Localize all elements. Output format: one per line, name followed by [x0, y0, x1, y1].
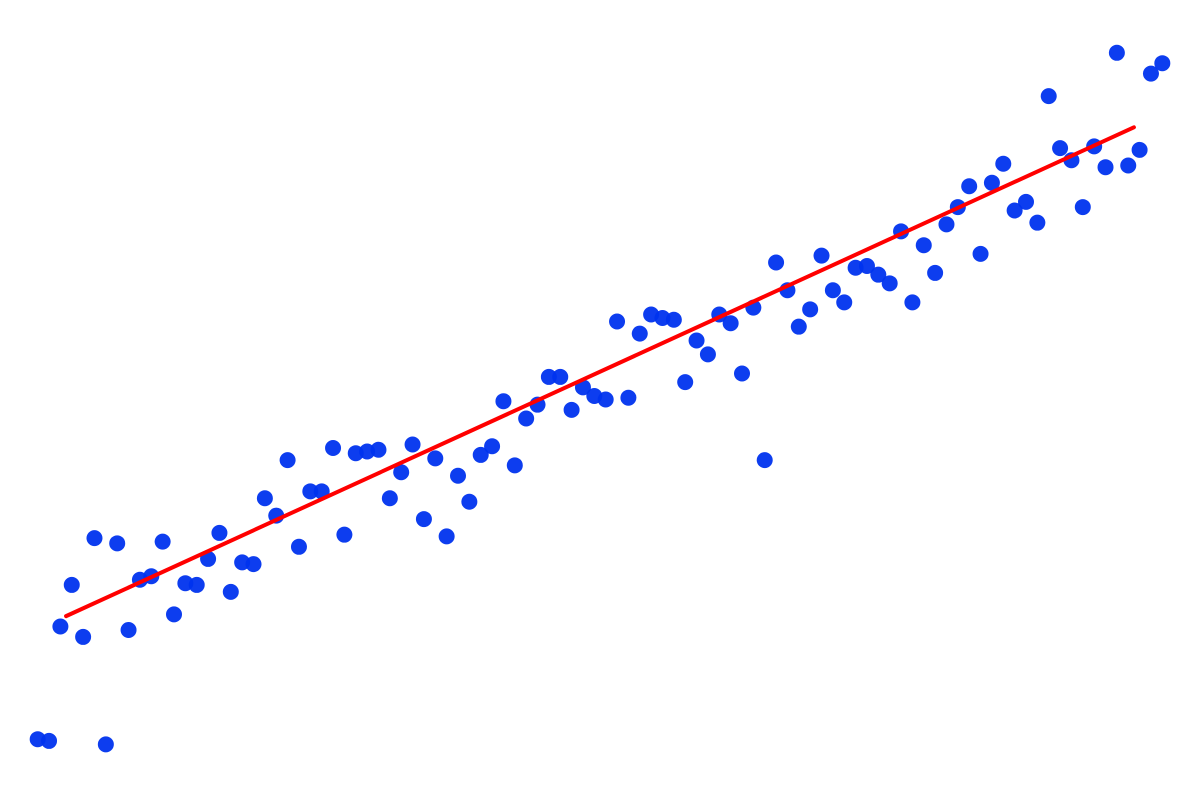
data-point	[825, 282, 841, 298]
data-point	[666, 312, 682, 328]
data-point	[1029, 215, 1045, 231]
data-point	[916, 237, 932, 253]
data-point	[189, 577, 205, 593]
data-point	[518, 411, 534, 427]
data-point	[973, 246, 989, 262]
data-point	[52, 619, 68, 635]
data-point	[41, 733, 57, 749]
data-point	[689, 333, 705, 349]
data-point	[211, 525, 227, 541]
data-point	[257, 490, 273, 506]
data-point	[1098, 159, 1114, 175]
data-point	[507, 457, 523, 473]
data-point	[121, 622, 137, 638]
data-point	[814, 248, 830, 264]
data-point	[336, 527, 352, 543]
data-point	[677, 374, 693, 390]
data-point	[564, 402, 580, 418]
data-point	[700, 346, 716, 362]
data-point	[802, 301, 818, 317]
data-point	[495, 393, 511, 409]
data-point	[1075, 199, 1091, 215]
data-point	[109, 535, 125, 551]
data-point	[382, 490, 398, 506]
regression-line	[66, 127, 1134, 616]
data-point	[734, 365, 750, 381]
data-point	[223, 584, 239, 600]
data-point	[632, 326, 648, 342]
data-point	[836, 294, 852, 310]
data-point	[439, 528, 455, 544]
data-point	[552, 369, 568, 385]
data-point	[450, 468, 466, 484]
data-point	[325, 440, 341, 456]
data-point	[416, 511, 432, 527]
data-point	[155, 534, 171, 550]
data-point	[620, 390, 636, 406]
data-point	[1132, 142, 1148, 158]
data-point	[904, 294, 920, 310]
data-point	[280, 452, 296, 468]
data-point	[938, 216, 954, 232]
data-point	[64, 577, 80, 593]
scatter-chart	[0, 0, 1200, 792]
data-point	[75, 629, 91, 645]
data-point	[995, 156, 1011, 172]
data-point	[1109, 45, 1125, 61]
data-point	[166, 606, 182, 622]
data-point	[723, 315, 739, 331]
data-point	[768, 255, 784, 271]
data-point	[1154, 55, 1170, 71]
data-point	[927, 265, 943, 281]
data-point	[86, 530, 102, 546]
data-point	[98, 736, 114, 752]
data-point	[1052, 140, 1068, 156]
data-point	[461, 494, 477, 510]
data-point	[961, 178, 977, 194]
data-point	[427, 450, 443, 466]
data-point	[291, 539, 307, 555]
data-point	[1041, 88, 1057, 104]
data-point	[598, 391, 614, 407]
data-point	[757, 452, 773, 468]
data-point	[882, 275, 898, 291]
data-point	[791, 319, 807, 335]
data-point	[609, 313, 625, 329]
data-point	[405, 437, 421, 453]
data-point	[484, 438, 500, 454]
data-point	[370, 442, 386, 458]
points-layer	[30, 45, 1171, 753]
data-point	[1120, 157, 1136, 173]
data-point	[246, 556, 262, 572]
data-point	[1018, 194, 1034, 210]
